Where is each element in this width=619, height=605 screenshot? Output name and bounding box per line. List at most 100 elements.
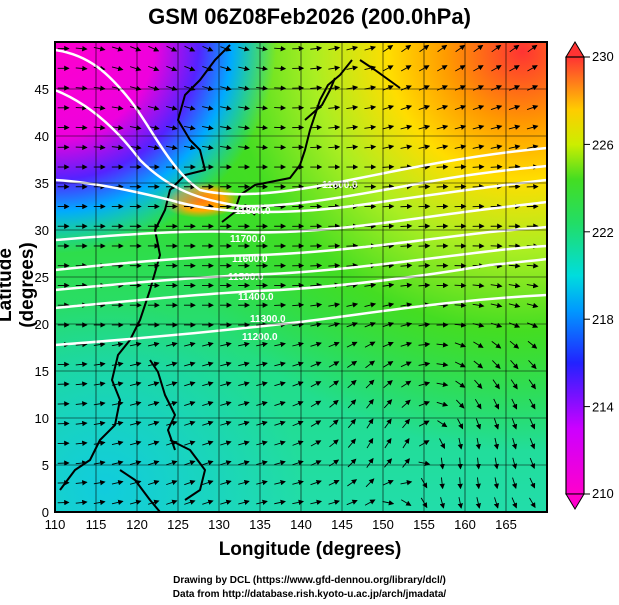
- wind-arrow: [220, 460, 232, 466]
- wind-arrow: [509, 340, 520, 349]
- wind-arrow: [75, 361, 88, 368]
- wind-arrow: [382, 164, 395, 170]
- wind-arrow: [274, 420, 286, 426]
- wind-arrow: [346, 65, 359, 71]
- wind-arrow: [347, 379, 357, 389]
- wind-arrow: [238, 144, 250, 151]
- wind-arrow: [457, 457, 463, 470]
- x-tick-label: 145: [331, 517, 353, 532]
- wind-arrow: [529, 457, 536, 470]
- wind-arrow: [238, 105, 250, 111]
- wind-arrow: [364, 45, 377, 51]
- wind-arrow: [220, 499, 232, 505]
- wind-arrow: [509, 65, 520, 72]
- wind-arrow: [436, 144, 449, 150]
- wind-arrow: [347, 399, 357, 409]
- wind-arrow: [473, 44, 484, 53]
- wind-arrow: [508, 85, 521, 91]
- wind-arrow: [529, 438, 536, 450]
- wind-arrow: [436, 361, 449, 368]
- wind-arrow: [364, 65, 377, 71]
- wind-arrow: [491, 360, 501, 369]
- wind-arrow: [528, 360, 537, 370]
- wind-arrow: [202, 420, 214, 426]
- contour-label: 11800.0: [322, 180, 358, 191]
- wind-arrow: [202, 361, 214, 367]
- wind-arrow: [328, 262, 341, 269]
- wind-arrow: [184, 341, 196, 348]
- wind-arrow: [274, 381, 286, 387]
- wind-arrow: [129, 66, 142, 72]
- wind-arrow: [292, 322, 305, 328]
- wind-arrow: [111, 65, 124, 72]
- wind-arrow: [274, 499, 286, 506]
- wind-arrow: [75, 499, 88, 506]
- coastlines: [59, 44, 401, 512]
- wind-arrow: [111, 105, 124, 111]
- wind-arrow: [202, 144, 214, 151]
- wind-arrow: [436, 85, 448, 91]
- wind-arrow: [346, 85, 359, 91]
- y-tick-label: 40: [35, 129, 49, 144]
- x-tick-label: 160: [454, 517, 476, 532]
- wind-arrow: [511, 477, 518, 489]
- wind-arrow: [93, 105, 106, 111]
- wind-arrow: [93, 460, 106, 466]
- wind-arrow: [329, 439, 339, 448]
- wind-arrow: [508, 144, 521, 150]
- wind-arrow: [400, 243, 413, 249]
- colorbar-gradient: [565, 56, 585, 495]
- wind-arrow: [238, 124, 250, 131]
- wind-arrow: [111, 144, 124, 151]
- wind-arrow: [402, 418, 411, 429]
- wind-arrow: [93, 480, 106, 486]
- wind-arrow: [75, 381, 88, 387]
- colorbar-tick-label: 222: [592, 225, 614, 240]
- wind-arrow: [382, 500, 395, 506]
- wind-arrow: [475, 497, 481, 509]
- wind-arrow: [473, 360, 484, 369]
- wind-arrow: [310, 144, 323, 150]
- wind-arrow: [220, 440, 232, 446]
- wind-arrow: [274, 440, 286, 446]
- wind-arrow: [511, 457, 518, 470]
- wind-arrow: [148, 420, 160, 426]
- wind-arrow: [491, 44, 502, 53]
- y-tick-label: 10: [35, 411, 49, 426]
- wind-arrow: [346, 144, 359, 150]
- wind-arrow: [328, 45, 341, 52]
- wind-arrow: [93, 341, 106, 348]
- wind-arrow: [256, 479, 268, 486]
- colorbar-top-arrow: [565, 41, 585, 58]
- wind-arrow: [401, 499, 412, 506]
- wind-arrow: [493, 477, 500, 490]
- wind-arrow: [147, 341, 160, 348]
- wind-arrow: [93, 381, 106, 387]
- y-tick-label: 30: [35, 223, 49, 238]
- wind-arrow: [111, 46, 124, 52]
- wind-arrow: [238, 46, 250, 52]
- wind-arrow: [166, 499, 178, 505]
- wind-arrow: [511, 497, 518, 509]
- wind-arrow: [129, 381, 142, 387]
- wind-arrow: [400, 480, 413, 486]
- wind-arrow: [384, 438, 392, 449]
- y-axis-label: Latitude (degrees): [0, 242, 38, 328]
- wind-arrow: [475, 418, 481, 430]
- wind-arrow: [274, 65, 287, 72]
- wind-arrow: [166, 361, 178, 367]
- wind-arrow: [202, 460, 214, 466]
- wind-arrow: [184, 105, 196, 111]
- wind-arrow: [364, 104, 377, 111]
- wind-arrow: [328, 341, 340, 348]
- wind-arrow: [75, 341, 88, 348]
- wind-arrow: [256, 65, 268, 72]
- x-tick-label: 140: [290, 517, 312, 532]
- wind-arrow: [508, 282, 521, 289]
- wind-arrow: [75, 65, 88, 72]
- y-tick-label: 20: [35, 317, 49, 332]
- page-title: GSM 06Z08Feb2026 (200.0hPa): [148, 4, 471, 29]
- wind-arrow: [256, 361, 268, 367]
- wind-arrow: [310, 85, 323, 91]
- wind-arrow: [400, 85, 412, 91]
